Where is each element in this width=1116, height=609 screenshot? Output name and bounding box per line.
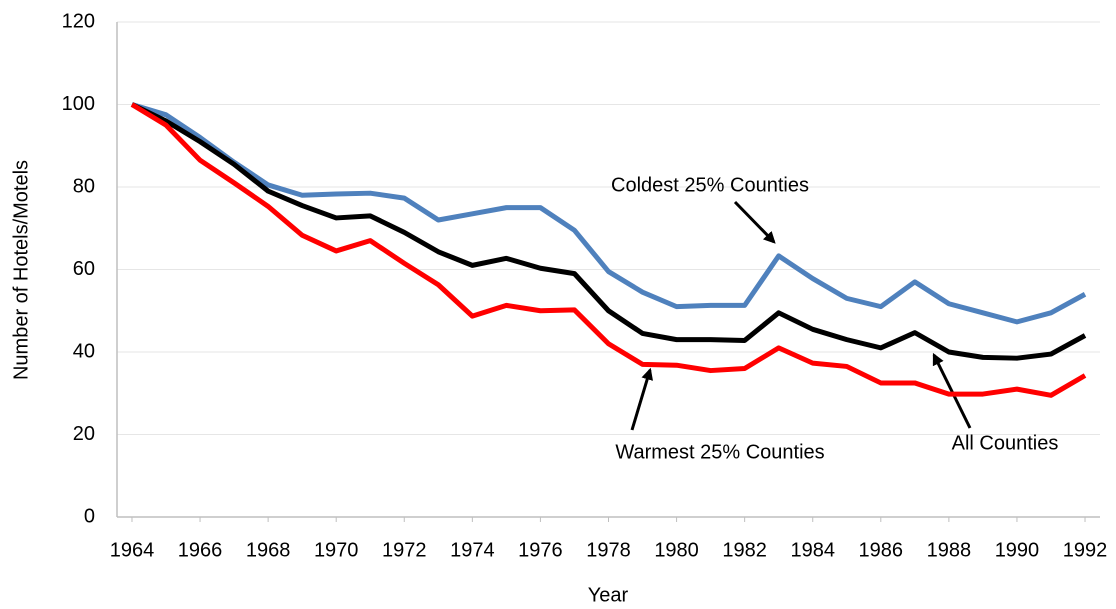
annotation-arrow	[630, 367, 653, 431]
y-axis-label: Number of Hotels/Motels	[10, 160, 32, 380]
annotation-arrow	[932, 352, 972, 429]
x-tick-label: 1968	[246, 539, 291, 561]
y-tick-label: 40	[73, 340, 95, 362]
x-tick-label: 1978	[586, 539, 631, 561]
data-line	[130, 102, 1087, 361]
y-tick-label: 120	[62, 10, 95, 32]
y-tick-label: 80	[73, 175, 95, 197]
x-tick-label: 1972	[382, 539, 427, 561]
x-tick-label: 1966	[178, 539, 223, 561]
data-line	[131, 102, 1087, 325]
x-tick-label: 1990	[995, 539, 1040, 561]
x-tick-label: 1970	[314, 539, 359, 561]
x-tick-label: 1992	[1063, 539, 1108, 561]
y-tick-label: 0	[84, 505, 95, 527]
x-tick-label: 1964	[110, 539, 155, 561]
x-tick-label: 1986	[859, 539, 904, 561]
x-tick-label: 1974	[450, 539, 495, 561]
x-tick-label: 1980	[654, 539, 699, 561]
annotation-arrow	[733, 200, 776, 244]
series-label: Coldest 25% Counties	[611, 174, 809, 196]
x-axis-label: Year	[588, 584, 629, 606]
series-label: Warmest 25% Counties	[615, 441, 824, 463]
data-line	[130, 102, 1087, 398]
y-tick-label: 60	[73, 258, 95, 280]
x-tick-label: 1984	[790, 539, 835, 561]
x-tick-label: 1982	[722, 539, 767, 561]
x-tick-label: 1976	[518, 539, 563, 561]
x-tick-label: 1988	[927, 539, 972, 561]
y-tick-label: 100	[62, 93, 95, 115]
series-label: All Counties	[952, 432, 1059, 454]
y-tick-label: 20	[73, 423, 95, 445]
